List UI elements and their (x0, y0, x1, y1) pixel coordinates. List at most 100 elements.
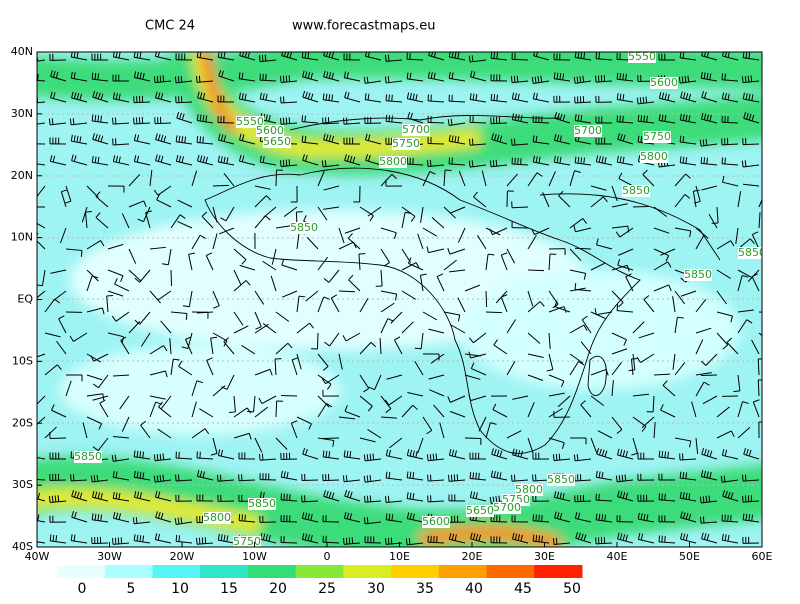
barb-flag (497, 95, 498, 101)
barb-flag (391, 538, 392, 544)
lon-label: 50E (679, 550, 700, 563)
barb-flag (265, 55, 266, 61)
barb-flag (367, 496, 368, 502)
barb-flag (305, 116, 306, 122)
barb-flag (701, 157, 702, 163)
barb-flag (491, 52, 492, 58)
barb-flag (392, 116, 393, 122)
contour-label: 5700 (493, 501, 521, 514)
barb-flag (118, 537, 119, 543)
barb-flag (160, 454, 161, 460)
barb-flag (52, 496, 53, 502)
colorbar-swatch (296, 565, 344, 578)
barb-flag (85, 211, 91, 212)
contour-label: 5750 (233, 535, 261, 548)
barb-staff (281, 395, 297, 396)
colorbar-tick-label: 15 (220, 581, 238, 597)
barb-flag (157, 76, 158, 82)
lat-label: 40N (11, 45, 33, 58)
barb-flag (638, 115, 639, 121)
barb-flag (32, 74, 33, 80)
wind-barb (633, 206, 649, 207)
barb-flag (433, 454, 434, 460)
map-title: CMC 24 (145, 19, 195, 34)
contour-label: 5750 (643, 130, 671, 143)
barb-flag (494, 94, 495, 100)
barb-flag (199, 76, 200, 82)
barb-flag (449, 475, 450, 481)
lat-label: 30S (12, 478, 33, 491)
wind-barb (486, 312, 502, 313)
barb-flag (514, 475, 515, 481)
barb-flag (163, 453, 164, 459)
barb-flag (559, 454, 560, 460)
barb-flag (430, 160, 431, 166)
colorbar-tick-label: 25 (318, 581, 336, 597)
barb-flag (32, 513, 33, 519)
barb-flag (514, 76, 515, 82)
barb-staff (633, 206, 649, 207)
barb-flag (626, 74, 627, 80)
barb-flag (473, 472, 474, 478)
colorbar-tick-label: 0 (78, 581, 87, 597)
colorbar-tick-label: 45 (514, 581, 532, 597)
colorbar-swatch (200, 565, 248, 578)
barb-flag (229, 412, 235, 413)
contour-label: 5800 (379, 155, 407, 168)
barb-flag (31, 215, 34, 221)
barb-flag (497, 53, 498, 59)
barb-flag (286, 76, 287, 82)
barb-flag (35, 535, 36, 541)
barb-flag (34, 55, 35, 61)
barb-flag (32, 157, 33, 163)
colorbar-tick-label: 50 (563, 581, 581, 597)
barb-flag (427, 160, 428, 166)
barb-flag (186, 313, 187, 319)
barb-flag (200, 136, 201, 142)
wind-barb (339, 291, 355, 292)
lat-label: 10S (12, 354, 33, 367)
barb-staff (276, 170, 277, 186)
barb-flag (491, 94, 492, 100)
contour-label: 5800 (203, 511, 231, 524)
colorbar-tick-label: 5 (127, 581, 136, 597)
barb-flag (457, 474, 458, 480)
contour-label: 5850 (622, 184, 650, 197)
barb-flag (470, 472, 471, 478)
barb-flag (533, 514, 534, 520)
barb-flag (388, 496, 389, 502)
barb-flag (599, 53, 600, 59)
barb-flag (283, 160, 284, 166)
colorbar-swatch (343, 565, 391, 578)
barb-flag (596, 52, 597, 58)
barb-flag (29, 73, 30, 79)
barb-flag (575, 283, 576, 289)
barb-flag (517, 76, 518, 82)
barb-flag (620, 73, 621, 79)
barb-staff (50, 438, 66, 439)
wind-barb (213, 185, 229, 186)
barb-flag (647, 116, 648, 122)
barb-staff (701, 375, 717, 376)
contour-label: 5850 (684, 268, 712, 281)
barb-flag (197, 136, 198, 142)
barb-flag (160, 76, 161, 82)
barb-staff (317, 333, 318, 349)
wind-barb (528, 270, 544, 271)
barb-staff (281, 542, 297, 543)
barb-staff (339, 291, 355, 292)
barb-flag (107, 296, 113, 297)
barb-flag (385, 496, 386, 502)
barb-flag (55, 496, 56, 502)
barb-flag (742, 76, 743, 82)
barb-flag (454, 474, 455, 480)
barb-flag (641, 115, 642, 121)
lon-label: 10W (242, 550, 267, 563)
contour-label: 5700 (402, 123, 430, 136)
lat-label: 30N (11, 107, 33, 120)
barb-flag (553, 538, 554, 544)
barb-flag (430, 454, 431, 460)
barb-flag (476, 473, 477, 479)
